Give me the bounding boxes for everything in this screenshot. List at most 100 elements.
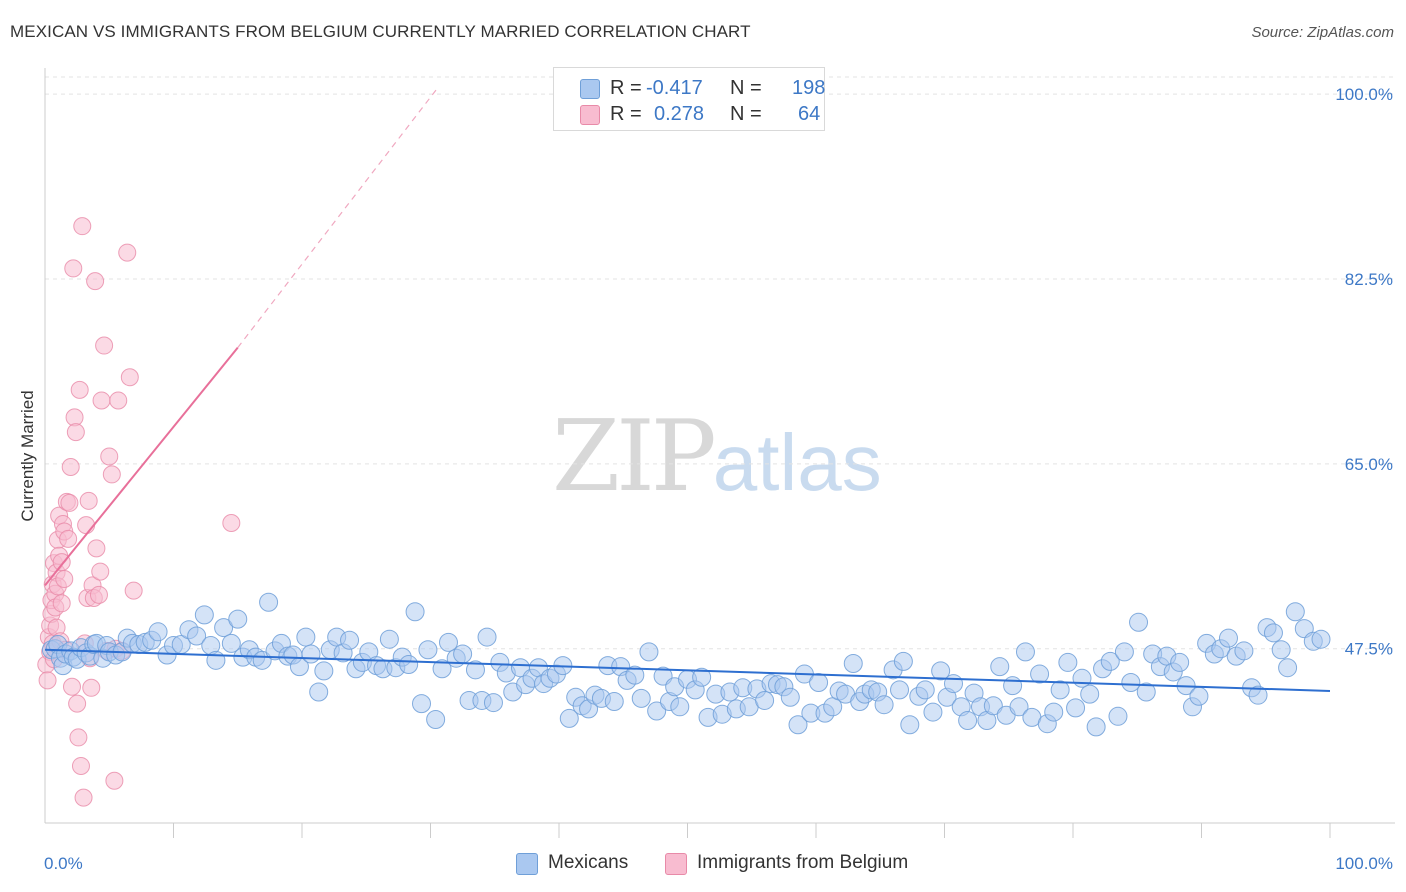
y-tick-label: 82.5% [1345, 270, 1393, 289]
data-point-mexican [1066, 698, 1086, 718]
data-point-mexican [1044, 702, 1064, 722]
data-point-mexican [1271, 640, 1291, 660]
bottom-legend-swatch [516, 853, 538, 875]
grid-lines [45, 76, 1395, 650]
data-point-belgium [73, 217, 92, 236]
data-point-belgium [82, 678, 101, 697]
legend-n-label: N = [730, 103, 762, 125]
y-tick-label: 100.0% [1335, 85, 1393, 104]
data-point-belgium [124, 581, 143, 600]
data-point-mexican [692, 667, 712, 687]
y-axis-title: Currently Married [18, 390, 37, 521]
data-point-belgium [109, 391, 128, 410]
data-point-mexican [625, 665, 645, 685]
trend-line-belgium-extension [237, 88, 438, 349]
watermark-zip: ZIP [552, 400, 717, 514]
data-point-mexican [604, 692, 624, 712]
data-point-mexican [983, 696, 1003, 716]
data-point-belgium [61, 458, 80, 477]
belgium-points [37, 217, 241, 807]
data-point-mexican [314, 661, 334, 681]
data-point-mexican [1015, 642, 1035, 662]
data-point-belgium [77, 516, 96, 535]
data-point-mexican [943, 674, 963, 694]
data-point-mexican [1009, 697, 1029, 717]
data-point-belgium [55, 569, 74, 588]
legend-r-label: R = [610, 103, 642, 125]
data-point-mexican [1108, 706, 1128, 726]
data-point-belgium [69, 728, 88, 747]
data-point-mexican [1003, 676, 1023, 696]
legend-r-value: 0.278 [654, 103, 705, 125]
data-point-mexican [1170, 652, 1190, 672]
legend-r-value: -0.417 [646, 77, 703, 99]
data-point-mexican [432, 659, 452, 679]
data-point-mexican [399, 655, 419, 675]
data-point-mexican [809, 673, 829, 693]
data-point-mexican [900, 715, 920, 735]
data-point-mexican [1030, 664, 1050, 684]
data-point-mexican [301, 644, 321, 664]
x-tick-label: 100.0% [1335, 854, 1393, 873]
data-point-mexican [438, 632, 458, 652]
legend-r-label: R = [610, 77, 642, 99]
data-point-mexican [1189, 686, 1209, 706]
legend-swatch-belgium [580, 105, 600, 125]
data-point-mexican [214, 618, 234, 638]
data-point-mexican [309, 682, 329, 702]
data-point-mexican [426, 709, 446, 729]
data-point-belgium [71, 756, 90, 775]
data-point-belgium [91, 562, 110, 581]
bottom-legend-swatch [665, 853, 687, 875]
legend-swatch-mexicans [580, 79, 600, 99]
data-point-belgium [68, 694, 87, 713]
data-point-mexican [788, 715, 808, 735]
data-point-mexican [453, 644, 473, 664]
data-point-mexican [1234, 641, 1254, 661]
data-point-mexican [1311, 629, 1331, 649]
data-point-belgium [62, 677, 81, 696]
data-point-mexican [228, 609, 248, 629]
data-point-mexican [890, 680, 910, 700]
data-point-mexican [148, 622, 168, 642]
data-point-mexican [418, 640, 438, 660]
data-point-mexican [206, 650, 226, 670]
data-point-belgium [70, 380, 89, 399]
data-point-mexican [1050, 680, 1070, 700]
data-point-mexican [296, 627, 316, 647]
data-point-mexican [259, 592, 279, 612]
data-point-mexican [405, 602, 425, 622]
trend-lines [44, 88, 1331, 692]
data-point-mexican [477, 627, 497, 647]
legend-n-value: 198 [792, 77, 826, 99]
trend-line-mexicans [44, 648, 1331, 692]
data-point-mexican [639, 642, 659, 662]
x-tick-label: 0.0% [44, 854, 83, 873]
data-point-mexican [631, 688, 651, 708]
correlation-legend: R = -0.417 N = 198 R = 0.278 N = 64 [553, 67, 825, 131]
data-point-mexican [1072, 668, 1092, 688]
data-point-belgium [38, 671, 57, 690]
data-point-mexican [194, 605, 214, 625]
watermark: ZIPatlas [552, 400, 882, 514]
data-point-belgium [118, 243, 137, 262]
data-point-mexican [893, 651, 913, 671]
axis-labels: 47.5% 65.0% 82.5% 100.0% 0.0% 100.0% Currently… [18, 85, 1393, 873]
bottom-legend-label: Mexicans [548, 852, 629, 873]
data-point-mexican [1129, 612, 1149, 632]
data-point-belgium [64, 259, 83, 278]
chart-title: MEXICAN VS IMMIGRANTS FROM BELGIUM CURRE… [10, 22, 751, 41]
data-point-mexican [1086, 717, 1106, 737]
data-point-mexican [670, 697, 690, 717]
trend-line-belgium [44, 347, 239, 586]
data-point-belgium [222, 514, 241, 532]
watermark-atlas: atlas [712, 418, 882, 507]
data-point-belgium [89, 585, 108, 604]
data-point-mexican [780, 687, 800, 707]
data-point-belgium [105, 771, 124, 790]
data-point-mexican [1136, 682, 1156, 702]
data-point-belgium [60, 493, 79, 512]
data-point-belgium [86, 272, 105, 291]
data-point-belgium [92, 391, 111, 410]
